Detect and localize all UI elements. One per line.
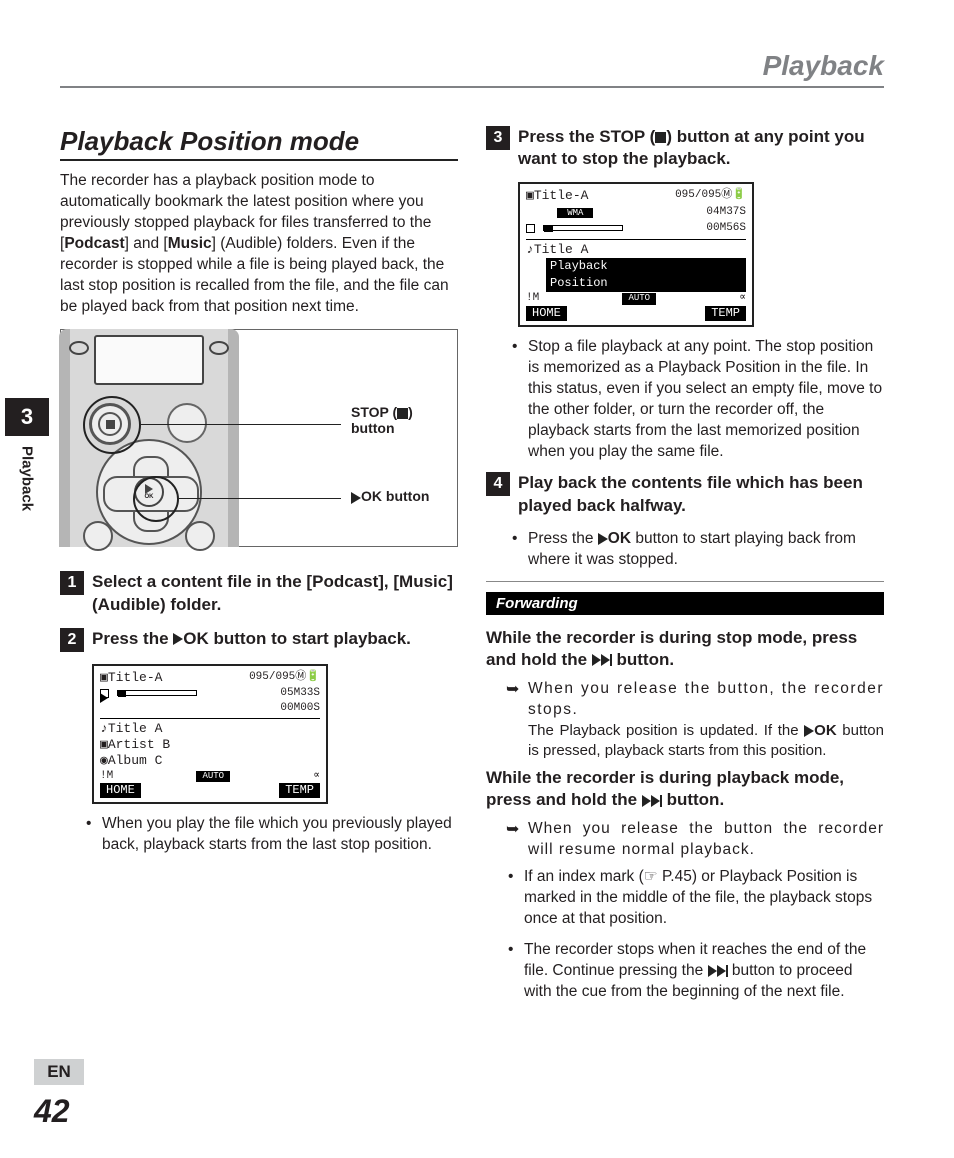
- fast-forward-icon: [642, 795, 662, 807]
- arrow-note: When you release the button, the recorde…: [528, 679, 884, 761]
- step-2: 2 Press the OK button to start playback.: [60, 628, 458, 652]
- play-icon: [351, 492, 361, 504]
- bullet-note: The recorder stops when it reaches the e…: [524, 940, 884, 1003]
- stop-icon: [397, 408, 408, 419]
- play-icon: [598, 533, 608, 545]
- forwarding-header: Forwarding: [486, 592, 884, 615]
- right-column: 3 Press the STOP () button at any point …: [486, 126, 884, 1013]
- step-4: 4 Play back the contents file which has …: [486, 472, 884, 516]
- chapter-label: Playback: [19, 446, 36, 511]
- page-footer: EN 42: [34, 1059, 84, 1130]
- step-number: 1: [60, 571, 84, 595]
- section-title: Playback Position mode: [60, 126, 458, 161]
- page-header: Playback: [60, 50, 884, 88]
- forwarding-subhead-1: While the recorder is during stop mode, …: [486, 627, 884, 671]
- bullet-note: When you play the file which you previou…: [102, 814, 458, 856]
- bullet-note: Press the OK button to start playing bac…: [528, 529, 884, 571]
- bullet-note: If an index mark (☞ P.45) or Playback Po…: [524, 867, 884, 930]
- arrow-note: When you release the button the recorder…: [528, 819, 884, 861]
- left-column: Playback Position mode The recorder has …: [60, 126, 458, 1013]
- page-number: 42: [34, 1093, 84, 1130]
- intro-text: The recorder has a playback position mod…: [60, 171, 458, 317]
- lcd-screenshot-1: ▣Title-A095/095Ⓜ🔋 05M33S 00M00S ♪Title A…: [92, 664, 328, 805]
- stop-button-label: STOP () button: [351, 404, 457, 436]
- lcd-screenshot-2: ▣Title-A095/095Ⓜ🔋 WMA04M37S 00M56S ♪Titl…: [518, 182, 754, 327]
- step-1: 1 Select a content file in the [Podcast]…: [60, 571, 458, 615]
- sidebar: 3 Playback: [0, 398, 54, 511]
- step-number: 2: [60, 628, 84, 652]
- ok-button-label: OK button: [351, 488, 429, 504]
- step-number: 4: [486, 472, 510, 496]
- chapter-number: 3: [5, 398, 49, 436]
- play-icon: [173, 633, 183, 645]
- fast-forward-icon: [708, 965, 728, 977]
- bullet-note: Stop a file playback at any point. The s…: [528, 337, 884, 463]
- device-illustration: OK STOP () button OK button: [60, 329, 458, 547]
- stop-icon: [655, 132, 666, 143]
- language-badge: EN: [34, 1059, 84, 1085]
- step-number: 3: [486, 126, 510, 150]
- forwarding-subhead-2: While the recorder is during playback mo…: [486, 767, 884, 811]
- fast-forward-icon: [592, 654, 612, 666]
- play-icon: [804, 725, 814, 737]
- step-3: 3 Press the STOP () button at any point …: [486, 126, 884, 170]
